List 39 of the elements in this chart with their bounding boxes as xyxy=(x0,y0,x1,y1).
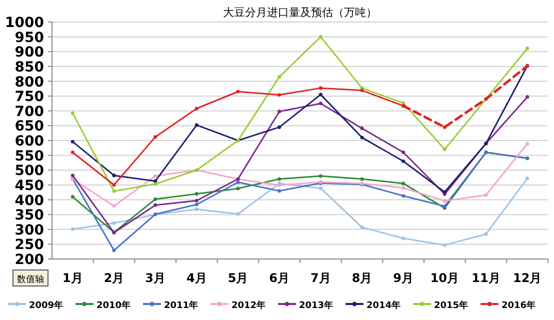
x-tick-label: 12月 xyxy=(512,271,542,285)
y-tick-label: 350 xyxy=(14,208,44,224)
x-tick-label: 5月 xyxy=(228,271,248,285)
x-tick-label: 7月 xyxy=(310,271,331,285)
y-tick-label: 950 xyxy=(14,30,44,46)
x-tick-label: 11月 xyxy=(472,271,500,285)
y-tick-label: 650 xyxy=(14,118,44,135)
y-tick-label: 600 xyxy=(14,134,44,150)
x-tick-label: 6月 xyxy=(269,271,290,285)
x-tick-label: 10月 xyxy=(430,271,460,285)
x-tick-label: 2月 xyxy=(104,271,124,285)
x-tick-label: 9月 xyxy=(393,271,414,285)
x-tick-label: 1月 xyxy=(62,271,83,285)
legend-label: 2014年 xyxy=(366,300,401,311)
legend-label: 2015年 xyxy=(434,300,468,311)
y-tick-label: 500 xyxy=(14,163,44,180)
text: 数值轴 xyxy=(17,274,44,285)
legend-label: 2009年 xyxy=(29,300,64,311)
y-tick-label: 250 xyxy=(14,237,44,254)
y-tick-label: 300 xyxy=(14,222,44,238)
y-tick-label: 550 xyxy=(14,148,44,164)
y-tick-label: 700 xyxy=(14,104,44,120)
y-tick-label: 450 xyxy=(14,178,44,194)
x-tick-label: 3月 xyxy=(145,271,166,285)
y-tick-label: 900 xyxy=(14,44,44,61)
y-tick-label: 200 xyxy=(14,252,44,268)
y-tick-label: 800 xyxy=(14,74,44,90)
y-tick-label: 850 xyxy=(14,59,44,76)
chart-title: 大豆分月进口量及预估（万吨） xyxy=(223,6,377,19)
legend-label: 2010年 xyxy=(96,300,131,311)
legend-label: 2016年 xyxy=(502,300,536,311)
legend-label: 2013年 xyxy=(299,300,334,311)
legend-label: 2011年 xyxy=(164,300,198,311)
y-tick-label: 1000 xyxy=(5,15,44,31)
y-tick-label: 400 xyxy=(14,192,44,209)
x-tick-label: 8月 xyxy=(352,271,372,285)
legend-label: 2012年 xyxy=(232,300,266,311)
y-tick-label: 750 xyxy=(14,89,44,106)
x-tick-label: 4月 xyxy=(186,271,207,285)
